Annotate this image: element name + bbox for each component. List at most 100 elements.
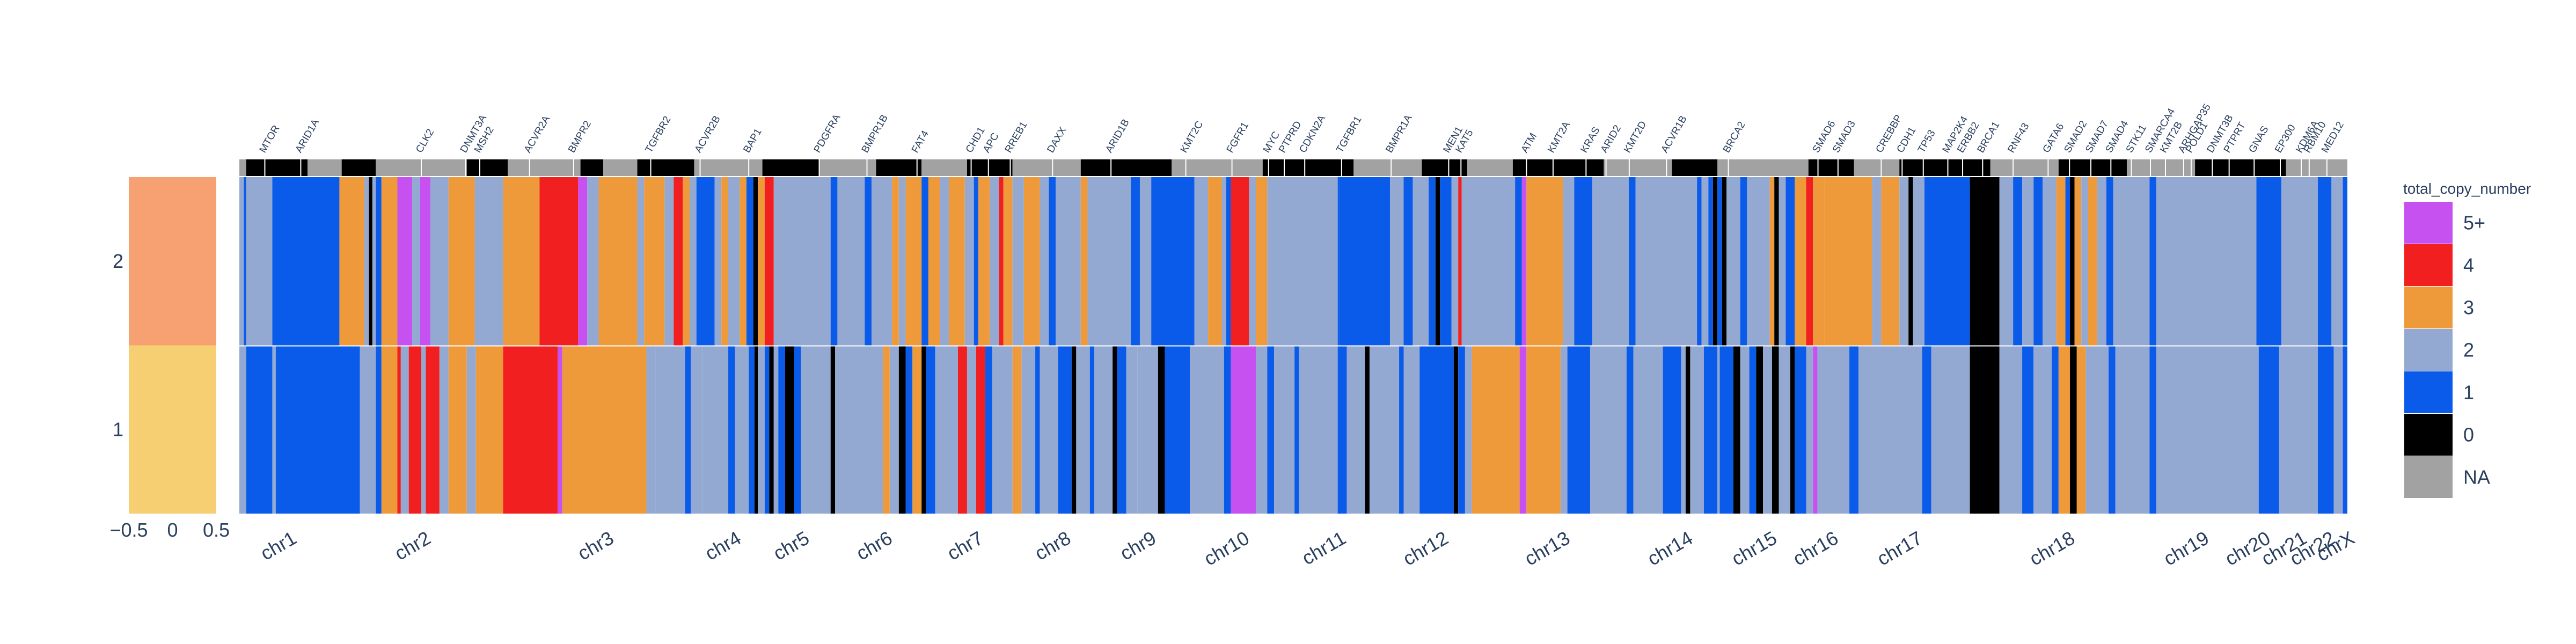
heatmap-cell xyxy=(964,177,974,346)
heatmap-cell xyxy=(967,346,976,514)
gene-bar-tick xyxy=(1605,159,1607,176)
heatmap-cell xyxy=(1719,346,1733,514)
heatmap-cell xyxy=(1021,346,1036,514)
heatmap-cell xyxy=(1999,346,2023,514)
gene-bar-segment xyxy=(762,159,819,176)
heatmap-cell xyxy=(397,346,401,514)
gene-bar-tick xyxy=(1231,159,1233,176)
gene-bar-tick xyxy=(1284,159,1285,176)
heatmap-cell xyxy=(376,177,382,346)
gene-position-bar xyxy=(239,159,2347,176)
heatmap-cell xyxy=(1165,346,1190,514)
gene-bar-tick xyxy=(866,159,868,176)
heatmap-cell xyxy=(1117,346,1126,514)
heatmap-cell xyxy=(865,177,872,346)
gene-bar-segment xyxy=(341,159,376,176)
legend-swatch xyxy=(2404,371,2453,413)
heatmap-cell xyxy=(1461,177,1490,346)
heatmap-cell xyxy=(1451,177,1459,346)
heatmap-cell xyxy=(1231,177,1249,346)
heatmap-cell xyxy=(2333,346,2343,514)
heatmap-cell xyxy=(785,346,794,514)
heatmap-cell xyxy=(1899,177,1909,346)
heatmap-cell xyxy=(275,346,360,514)
heatmap-cell xyxy=(2076,346,2086,514)
heatmap-cell xyxy=(2085,346,2109,514)
heatmap-cell xyxy=(921,177,928,346)
heatmap-cell xyxy=(2258,346,2279,514)
heatmap-cell xyxy=(728,346,735,514)
heatmap-cell xyxy=(637,177,645,346)
heatmap-cell xyxy=(1089,346,1095,514)
sample-axis-tick-label: −0.5 xyxy=(109,519,148,541)
heatmap-cell xyxy=(1429,177,1436,346)
heatmap-cell xyxy=(655,346,685,514)
heatmap-cell xyxy=(769,346,774,514)
gene-bar-tick xyxy=(2047,159,2049,176)
heatmap-cell xyxy=(1526,346,1561,514)
heatmap-cell xyxy=(448,177,475,346)
heatmap-cell xyxy=(1697,177,1702,346)
heatmap-cell xyxy=(1733,346,1740,514)
heatmap-cell xyxy=(1249,177,1256,346)
heatmap-cell xyxy=(430,177,449,346)
gene-bar-segment xyxy=(819,159,876,176)
gene-bar-tick xyxy=(1268,159,1269,176)
heatmap-cell xyxy=(1795,346,1806,514)
heatmap-cell xyxy=(246,177,273,346)
heatmap-cell xyxy=(1922,346,1931,514)
heatmap-cell xyxy=(360,346,376,514)
heatmap-cell xyxy=(2317,346,2334,514)
gene-bar-tick xyxy=(1304,159,1306,176)
heatmap-cell xyxy=(2331,177,2343,346)
heatmap-cell xyxy=(2033,177,2043,346)
heatmap-cell xyxy=(2115,346,2150,514)
legend-label: 0 xyxy=(2463,424,2474,446)
sample-track-x-axis: −0.5 0 0.5 xyxy=(109,519,230,541)
heatmap-cell xyxy=(754,346,758,514)
heatmap-cell xyxy=(702,346,729,514)
heatmap-cell xyxy=(339,177,365,346)
gene-bar-tick xyxy=(2183,159,2184,176)
heatmap-cell xyxy=(1226,177,1231,346)
heatmap-cell xyxy=(239,346,246,514)
heatmap-cell xyxy=(935,346,958,514)
heatmap-cell xyxy=(1806,177,1813,346)
heatmap-cell xyxy=(1190,346,1224,514)
heatmap-cell xyxy=(2065,177,2070,346)
heatmap-cell xyxy=(1521,177,1527,346)
heatmap-cell xyxy=(1094,346,1113,514)
heatmap-cell xyxy=(773,177,781,346)
heatmap-cell xyxy=(246,346,273,514)
gene-bar-tick xyxy=(987,159,989,176)
heatmap-cell xyxy=(578,177,588,346)
heatmap-cell xyxy=(764,346,770,514)
heatmap-cell xyxy=(801,346,831,514)
heatmap-cell xyxy=(2081,177,2088,346)
heatmap-cell xyxy=(999,177,1004,346)
gene-bar-segment xyxy=(1808,159,1854,176)
heatmap-row-sample-1 xyxy=(239,346,2347,514)
heatmap-cell xyxy=(2149,346,2157,514)
heatmap-cell xyxy=(1881,177,1900,346)
heatmap-cell xyxy=(949,177,965,346)
heatmap-cell xyxy=(1137,346,1158,514)
heatmap-cell xyxy=(1040,346,1058,514)
heatmap-cell xyxy=(1126,346,1138,514)
gene-bar-tick xyxy=(2069,159,2070,176)
heatmap-cell xyxy=(1817,346,1850,514)
gene-bar-segment xyxy=(1467,159,1513,176)
heatmap-cell xyxy=(985,346,992,514)
gene-bar-tick xyxy=(1448,159,1450,176)
heatmap-cell xyxy=(1813,346,1818,514)
gene-bar-tick xyxy=(2090,159,2092,176)
heatmap-cell xyxy=(1465,346,1472,514)
gene-bar-tick xyxy=(2326,159,2328,176)
gene-bar-segment xyxy=(876,159,922,176)
heatmap-cell xyxy=(1003,177,1013,346)
heatmap-cell xyxy=(1012,177,1024,346)
heatmap-cell xyxy=(587,177,599,346)
heatmap-cell xyxy=(381,346,398,514)
heatmap-cell xyxy=(1056,177,1081,346)
sample-track-cell xyxy=(129,177,216,346)
